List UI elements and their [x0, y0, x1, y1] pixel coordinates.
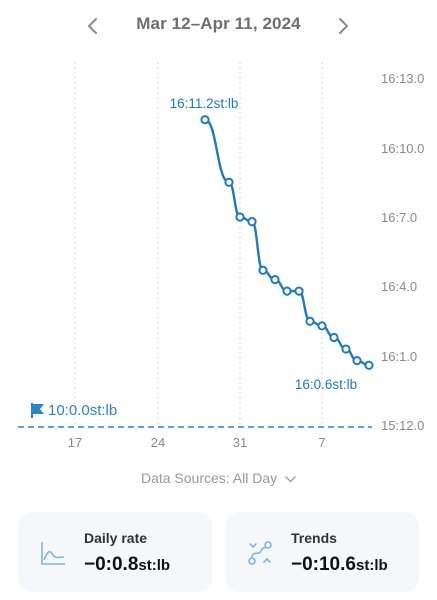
data-point[interactable] — [352, 356, 362, 366]
daily-rate-label: Daily rate — [84, 530, 148, 546]
y-tick-label: 15:12.0 — [381, 418, 424, 433]
data-point[interactable] — [270, 274, 280, 285]
data-point[interactable] — [294, 286, 304, 296]
data-point[interactable] — [364, 360, 374, 370]
data-point[interactable] — [224, 177, 234, 187]
chevron-down-icon — [285, 476, 296, 483]
y-tick-label: 16:7.0 — [381, 210, 417, 225]
x-tick-label: 31 — [233, 435, 247, 450]
y-tick-label: 16:1.0 — [381, 349, 417, 364]
weight-line-chart[interactable]: 10:0.0st:lb 16:13.0 16:10.0 16:7.0 16:4.0 16:… — [0, 56, 437, 456]
goal-label: 10:0.0st:lb — [48, 402, 117, 419]
data-point[interactable] — [305, 316, 315, 326]
daily-rate-card[interactable]: Daily rate −0:0.8st:lb — [18, 512, 212, 592]
series-line — [204, 118, 370, 367]
data-point[interactable] — [247, 217, 257, 227]
trends-card[interactable]: Trends −0:10.6st:lb — [225, 512, 419, 592]
y-tick-label: 16:13.0 — [381, 71, 424, 86]
data-point[interactable] — [341, 344, 351, 354]
data-sources-dropdown[interactable]: Data Sources: All Day — [0, 470, 437, 486]
date-range-title: Mar 12–Apr 11, 2024 — [136, 14, 301, 33]
next-range-button[interactable] — [328, 10, 360, 42]
data-point[interactable] — [200, 115, 210, 125]
daily-rate-value: −0:0.8st:lb — [84, 554, 171, 575]
trend-path-icon — [248, 541, 272, 565]
previous-range-button[interactable] — [76, 10, 108, 42]
x-tick-label: 24 — [151, 435, 165, 450]
data-point[interactable] — [258, 265, 268, 275]
data-point[interactable] — [317, 321, 327, 331]
date-range-header: Mar 12–Apr 11, 2024 — [0, 0, 437, 52]
trends-label: Trends — [291, 530, 337, 546]
min-value-label: 16:0.6st:lb — [295, 377, 357, 392]
trends-value: −0:10.6st:lb — [291, 554, 388, 575]
x-tick-label: 17 — [68, 435, 82, 450]
data-point[interactable] — [329, 332, 339, 343]
y-tick-label: 16:4.0 — [381, 279, 417, 294]
data-point[interactable] — [282, 286, 292, 296]
flag-icon — [31, 403, 44, 418]
max-value-label: 16:11.2st:lb — [170, 96, 239, 111]
chevron-right-icon — [339, 18, 348, 34]
y-tick-label: 16:10.0 — [381, 141, 424, 156]
data-point[interactable] — [235, 212, 245, 222]
data-sources-label: Data Sources: All Day — [140, 470, 278, 486]
area-chart-icon — [41, 542, 65, 565]
x-tick-label: 7 — [318, 435, 325, 450]
chevron-left-icon — [88, 18, 97, 34]
